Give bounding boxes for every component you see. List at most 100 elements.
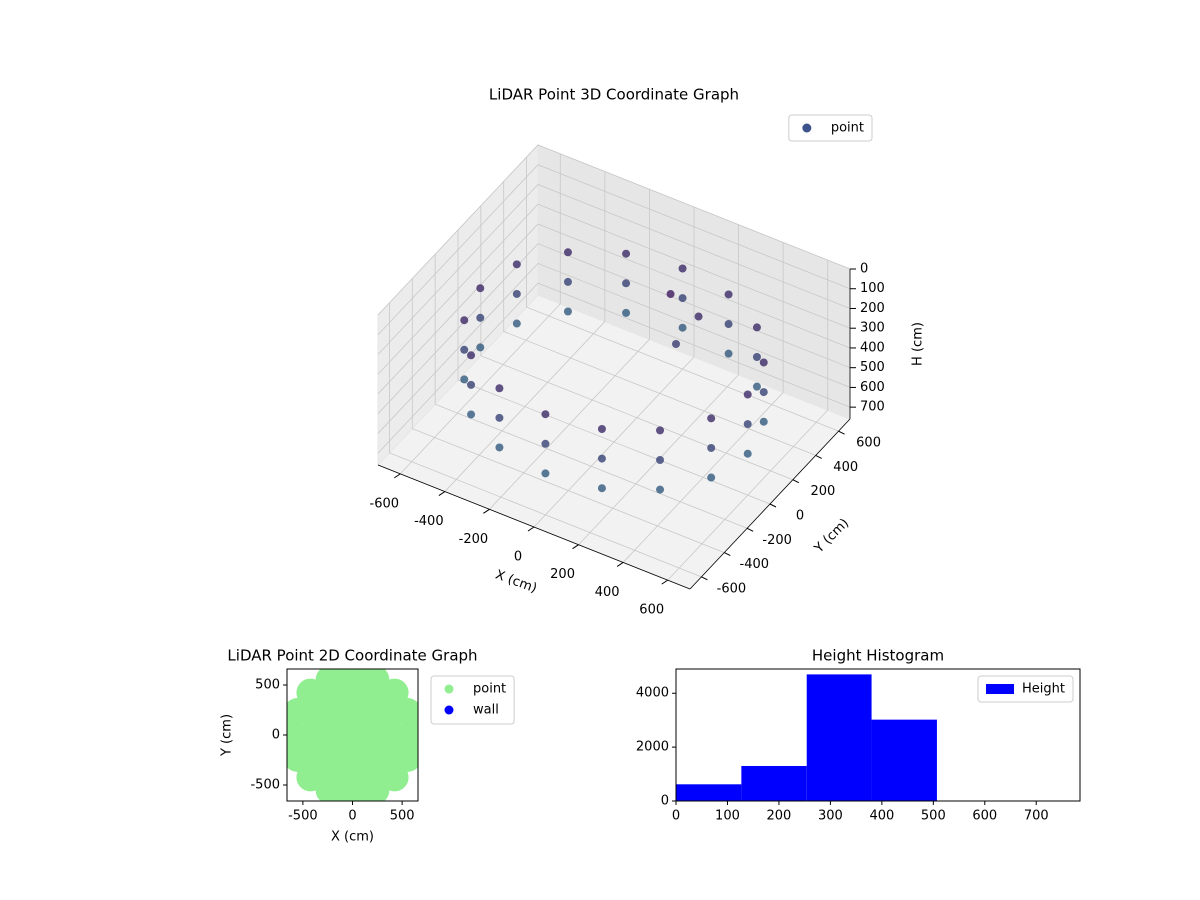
y-tick-label: -200 <box>762 533 792 548</box>
data-point <box>678 294 687 303</box>
tick-mark <box>769 503 777 508</box>
data-point <box>724 320 733 329</box>
tick-mark <box>438 491 446 496</box>
legend-marker <box>802 123 812 133</box>
z-tick-label: 100 <box>860 281 885 296</box>
data-point <box>476 313 485 322</box>
data-point <box>512 319 521 328</box>
tick-mark <box>661 579 668 585</box>
data-point <box>338 721 367 749</box>
tick-mark <box>394 473 401 479</box>
y-tick-label: -600 <box>717 581 747 596</box>
data-point <box>759 388 768 397</box>
grid-line <box>503 181 816 456</box>
bar <box>806 674 872 801</box>
x-tick-label: -600 <box>370 496 400 511</box>
grid-line <box>377 223 851 395</box>
data-point <box>597 454 606 463</box>
legend-label: wall <box>473 703 499 718</box>
y-axis-label: Y (cm) <box>220 714 235 757</box>
z-tick-label: 500 <box>860 360 885 375</box>
legend-marker <box>444 684 454 694</box>
data-point <box>563 277 572 286</box>
legend: point wall <box>430 675 515 725</box>
y-tick-label: 600 <box>856 436 881 451</box>
legend-box <box>977 675 1074 703</box>
data-point <box>743 390 752 399</box>
grid-line <box>411 278 725 553</box>
data-point <box>476 284 485 293</box>
axis-line <box>689 418 851 590</box>
data-point <box>759 358 768 367</box>
data-point <box>678 323 687 332</box>
legend-marker <box>444 705 454 715</box>
x-tick-label: 100 <box>715 809 740 824</box>
data-point <box>707 443 716 452</box>
x-tick-label: 0 <box>672 809 680 824</box>
data-point <box>694 312 703 321</box>
data-point <box>759 417 768 426</box>
grid-line <box>377 144 851 316</box>
grid-line <box>489 189 650 510</box>
grid-line <box>377 164 851 336</box>
grid-line <box>444 171 606 492</box>
grid-line <box>667 260 829 581</box>
chart-title: LiDAR Point 3D Coordinate Graph <box>489 86 739 104</box>
data-point <box>467 410 476 419</box>
x-tick-label: 400 <box>595 585 620 600</box>
grid-line <box>377 243 851 414</box>
z-axis-label: H (cm) <box>911 322 926 366</box>
data-point <box>724 349 733 358</box>
tick-mark <box>792 479 800 484</box>
x-tick-label: 600 <box>972 809 997 824</box>
data-point <box>622 249 631 258</box>
data-point <box>512 260 521 269</box>
data-point <box>597 484 606 493</box>
x-tick-label: -500 <box>288 809 318 824</box>
legend-label: Height <box>1022 682 1065 697</box>
x-tick-label: 0 <box>514 550 522 565</box>
grid-line <box>389 302 702 578</box>
legend-label: point <box>473 682 506 697</box>
y-tick-label: 0 <box>796 509 804 524</box>
z-tick-label: 600 <box>860 380 885 395</box>
z-tick-label: 200 <box>860 301 885 316</box>
chart-title: Height Histogram <box>812 647 944 665</box>
tick-mark <box>724 552 731 557</box>
grid-line <box>526 157 839 432</box>
data-point <box>678 264 687 273</box>
x-tick-label: 0 <box>348 809 356 824</box>
data-point <box>752 353 761 362</box>
z-tick-label: 700 <box>860 400 885 415</box>
x-tick-label: 500 <box>390 809 415 824</box>
legend-box <box>788 114 873 142</box>
tick-mark <box>527 526 535 532</box>
plot-area <box>287 669 418 801</box>
legend: point <box>788 114 873 142</box>
data-point <box>512 289 521 298</box>
x-tick-label: 200 <box>767 809 792 824</box>
data-point <box>460 345 469 354</box>
grid-line <box>377 203 851 375</box>
data-point <box>541 469 550 478</box>
grid-line <box>377 184 851 355</box>
x-tick-label: -400 <box>414 514 444 529</box>
y-tick-label: -400 <box>740 557 770 572</box>
data-point <box>707 473 716 482</box>
data-point <box>656 455 665 464</box>
data-point <box>752 382 761 391</box>
data-point <box>656 485 665 494</box>
x-tick-label: 200 <box>550 567 575 582</box>
bar <box>741 765 807 801</box>
grid-line <box>533 207 695 528</box>
data-point <box>476 343 485 352</box>
data-point <box>656 426 665 435</box>
data-point <box>707 414 716 423</box>
data-point <box>460 375 469 384</box>
tick-mark <box>701 576 708 581</box>
grid-line <box>622 242 784 563</box>
grid-line <box>578 224 739 545</box>
data-point <box>563 307 572 316</box>
data-point <box>541 410 550 419</box>
